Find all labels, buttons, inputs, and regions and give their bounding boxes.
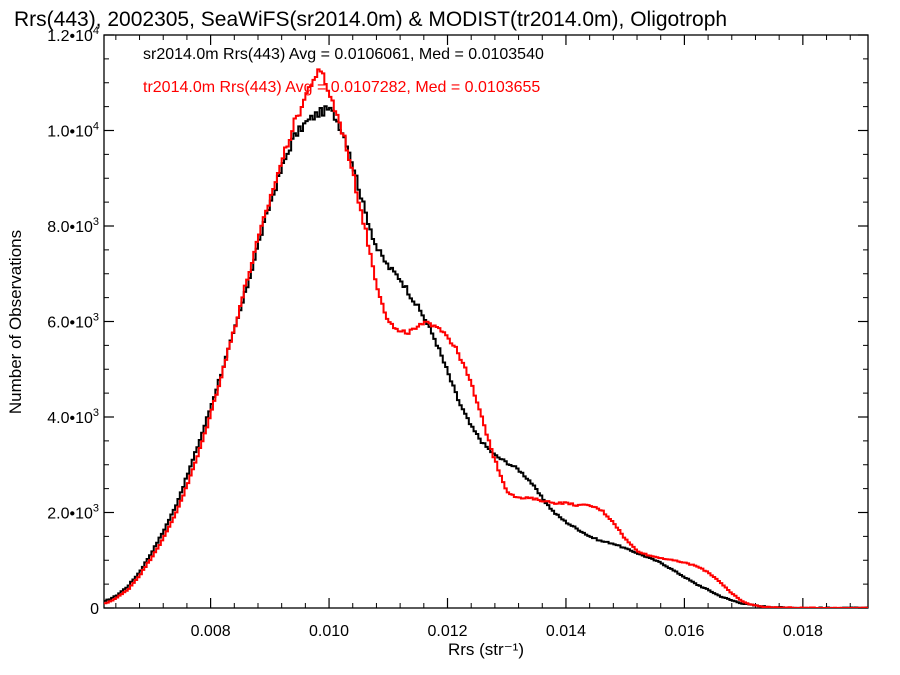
y-tick-mantissa: 4.0•10 bbox=[47, 410, 93, 427]
series-line-1 bbox=[104, 105, 868, 608]
y-tick-label: 6.0•103 bbox=[47, 312, 99, 332]
legend-entry-series-1: sr2014.0m Rrs(443) Avg = 0.0106061, Med … bbox=[143, 46, 544, 63]
y-tick-label: 0 bbox=[90, 601, 99, 618]
y-axis-ticks: 02.0•1034.0•1036.0•1038.0•1031.0•1041.2•… bbox=[47, 25, 868, 618]
y-tick-exponent: 3 bbox=[93, 216, 99, 228]
x-tick-label: 0.008 bbox=[191, 623, 231, 640]
legend-entry-series-2: tr2014.0m Rrs(443) Avg = 0.0107282, Med … bbox=[143, 79, 540, 96]
y-tick-exponent: 4 bbox=[93, 25, 99, 37]
y-tick-mantissa: 6.0•10 bbox=[47, 315, 93, 332]
x-tick-label: 0.014 bbox=[546, 623, 586, 640]
y-tick-mantissa: 8.0•10 bbox=[47, 219, 93, 236]
x-tick-label: 0.010 bbox=[309, 623, 349, 640]
x-axis-label: Rrs (str⁻¹) bbox=[448, 640, 524, 659]
y-tick-label: 1.0•104 bbox=[47, 121, 99, 141]
chart-title: Rrs(443), 2002305, SeaWiFS(sr2014.0m) & … bbox=[14, 8, 727, 31]
y-tick-exponent: 3 bbox=[93, 407, 99, 419]
y-tick-exponent: 3 bbox=[93, 503, 99, 515]
y-tick-exponent: 3 bbox=[93, 312, 99, 324]
y-tick-mantissa: 1.2•10 bbox=[47, 28, 93, 45]
plot-frame bbox=[103, 34, 869, 609]
x-tick-label: 0.018 bbox=[783, 623, 823, 640]
y-tick-mantissa: 0 bbox=[90, 601, 99, 618]
series-group bbox=[104, 68, 868, 608]
y-tick-exponent: 4 bbox=[93, 121, 99, 133]
x-tick-label: 0.012 bbox=[427, 623, 467, 640]
y-tick-mantissa: 1.0•10 bbox=[47, 124, 93, 141]
y-tick-label: 2.0•103 bbox=[47, 503, 99, 523]
y-tick-label: 4.0•103 bbox=[47, 407, 99, 427]
x-axis-ticks: 0.008 0.010 0.012 0.014 0.016 0.018 bbox=[115, 35, 851, 640]
y-axis-label: Number of Observations bbox=[6, 230, 25, 414]
y-tick-label: 8.0•103 bbox=[47, 216, 99, 236]
x-tick-label: 0.016 bbox=[664, 623, 704, 640]
y-tick-mantissa: 2.0•10 bbox=[47, 506, 93, 523]
y-tick-label: 1.2•104 bbox=[47, 25, 99, 45]
series-line-2 bbox=[104, 68, 868, 608]
